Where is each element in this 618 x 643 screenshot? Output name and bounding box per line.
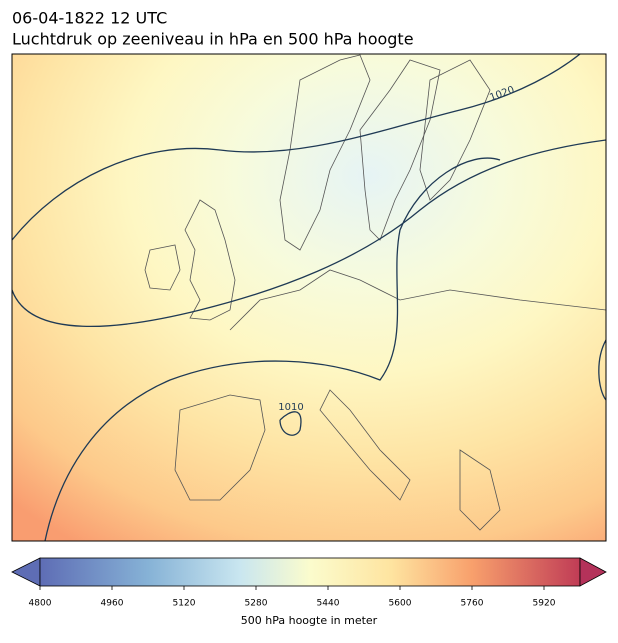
map [12,54,606,541]
contour-label: 1010 [278,402,303,413]
isobars [12,54,606,541]
colorbar-tick-label: 5600 [389,599,412,609]
colorbar-tick-label: 4960 [101,599,124,609]
map-frame [11,53,607,542]
colorbar-extend-high [579,557,607,587]
colorbar: 500 hPa hoogte in meter [11,557,607,627]
colorbar-tick-label: 5440 [317,599,340,609]
colorbar-tick-label: 5120 [173,599,196,609]
colorbar-label: 500 hPa hoogte in meter [241,614,378,627]
colorbar-tick-label: 5760 [461,599,484,609]
colorbar-extend-low [11,557,41,587]
colorbar-body [39,557,581,587]
subtitle: Luchtdruk op zeeniveau in hPa en 500 hPa… [12,30,414,49]
colorbar-tick-label: 5920 [533,599,556,609]
coastlines [144,54,606,531]
height-field [12,54,606,541]
colorbar-tick-label: 4800 [29,599,52,609]
colorbar-tick-label: 5280 [245,599,268,609]
title: 06-04-1822 12 UTC [12,9,167,28]
